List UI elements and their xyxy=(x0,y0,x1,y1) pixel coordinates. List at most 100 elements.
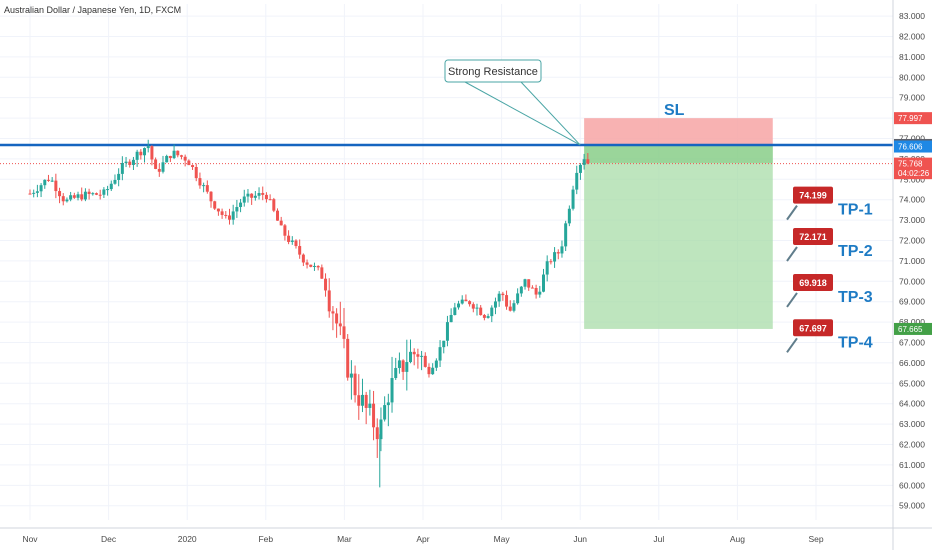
candle-body xyxy=(61,196,65,202)
candle-body xyxy=(324,278,328,291)
candle-body xyxy=(560,246,564,254)
candle-body xyxy=(216,208,220,212)
x-tick-label: 2020 xyxy=(178,534,197,544)
axis-price-label: 67.665 xyxy=(894,322,932,335)
candle-body xyxy=(46,179,50,181)
target-label: TP-1 xyxy=(838,202,873,219)
chart-title: Australian Dollar / Japanese Yen, 1D, FX… xyxy=(4,5,181,15)
candle-body xyxy=(364,394,368,408)
candle-body xyxy=(538,291,542,295)
candle-body xyxy=(390,378,394,403)
candle-body xyxy=(72,195,76,198)
candle-body xyxy=(545,261,549,275)
y-tick-label: 71.000 xyxy=(899,256,925,266)
horizontal-lines xyxy=(0,143,893,165)
x-tick-label: Feb xyxy=(258,534,273,544)
candle-body xyxy=(290,240,294,242)
candle-body xyxy=(420,355,424,357)
candle-body xyxy=(161,162,165,172)
candle-body xyxy=(69,195,73,200)
y-tick-label: 80.000 xyxy=(899,72,925,82)
target-1: 74.199 TP-1 xyxy=(786,186,873,221)
candle-body xyxy=(139,151,143,156)
candle-body xyxy=(434,360,438,368)
candle-body xyxy=(386,402,390,406)
candle-body xyxy=(146,146,150,149)
candle-body xyxy=(445,322,449,341)
candle-body xyxy=(431,367,435,375)
axis-price-label: 77.997 xyxy=(894,112,932,125)
candle-body xyxy=(39,185,43,192)
target-price-tag xyxy=(793,228,833,246)
candle-body xyxy=(505,295,509,307)
candle-body xyxy=(179,155,183,157)
axis-price-label: 04:02:26 xyxy=(894,167,932,180)
callout-pointer xyxy=(464,81,581,146)
candle-body xyxy=(486,316,490,318)
candle-body xyxy=(508,306,512,311)
candle-body xyxy=(283,225,287,236)
candle-body xyxy=(202,185,206,187)
candle-body xyxy=(346,338,350,378)
target-price-text: 67.697 xyxy=(799,323,827,333)
candle-body xyxy=(91,193,95,195)
y-tick-label: 74.000 xyxy=(899,195,925,205)
target-price-text: 74.199 xyxy=(799,191,827,201)
candle-body xyxy=(409,351,413,363)
target-price-tag xyxy=(793,186,833,204)
x-tick-label: Aug xyxy=(730,534,745,544)
candle-body xyxy=(187,160,191,166)
candle-body xyxy=(235,207,239,212)
axis-price-text: 76.606 xyxy=(898,143,923,152)
candle-body xyxy=(412,351,416,355)
y-tick-label: 70.000 xyxy=(899,276,925,286)
candle-body xyxy=(143,148,147,156)
candle-body xyxy=(176,150,180,156)
x-tick-label: Sep xyxy=(808,534,823,544)
target-pointer xyxy=(786,205,798,221)
target-price-tag xyxy=(793,319,833,337)
candle-body xyxy=(102,189,106,195)
y-tick-label: 62.000 xyxy=(899,440,925,450)
stop-loss-zone xyxy=(584,118,773,145)
candle-body xyxy=(516,293,520,304)
candle-body xyxy=(582,159,586,165)
x-tick-label: Jun xyxy=(573,534,587,544)
candle-body xyxy=(335,313,339,324)
candle-body xyxy=(567,208,571,224)
callout-box xyxy=(444,59,542,83)
candle-body xyxy=(301,254,305,263)
candle-body xyxy=(28,193,32,195)
candle-body xyxy=(294,240,298,247)
candle-body xyxy=(338,323,342,327)
candle-body xyxy=(165,155,169,163)
candle-body xyxy=(423,355,427,367)
candle-body xyxy=(128,161,132,165)
candle-body xyxy=(442,340,446,348)
candle-body xyxy=(279,220,283,226)
candle-body xyxy=(475,307,479,309)
y-tick-label: 63.000 xyxy=(899,419,925,429)
candle-body xyxy=(220,211,224,215)
candle-body xyxy=(416,354,420,357)
candle-body xyxy=(331,311,335,314)
candle-body xyxy=(198,178,202,186)
candle-body xyxy=(578,164,582,173)
candle-body xyxy=(360,394,364,406)
candle-body xyxy=(276,210,280,221)
axis-price-text: 04:02:26 xyxy=(898,169,930,178)
candle-body xyxy=(80,194,84,200)
candle-body xyxy=(35,191,39,193)
candle-body xyxy=(227,215,231,220)
target-4: 67.697 TP-4 xyxy=(786,319,873,353)
candle-body xyxy=(468,301,472,305)
candle-body xyxy=(523,279,527,287)
y-tick-label: 81.000 xyxy=(899,52,925,62)
candle-body xyxy=(379,419,383,440)
candle-body xyxy=(353,373,357,396)
candle-body xyxy=(519,286,523,294)
candle-body xyxy=(490,307,494,317)
x-tick-label: Nov xyxy=(22,534,38,544)
target-3: 69.918 TP-3 xyxy=(786,273,873,308)
